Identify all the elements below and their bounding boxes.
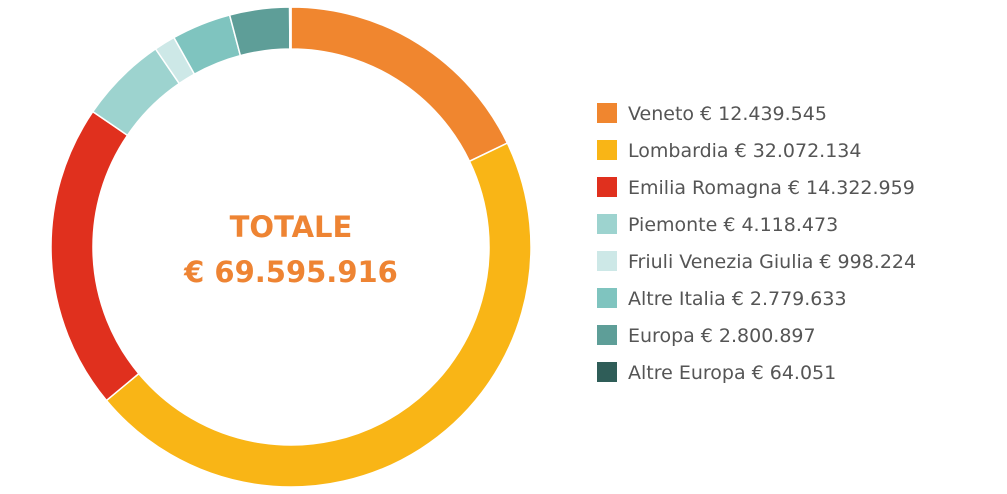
- legend-value: € 12.439.545: [700, 103, 827, 125]
- legend-category: Altre Europa: [628, 362, 746, 384]
- legend-label: Emilia Romagna € 14.322.959: [628, 177, 915, 199]
- legend-category: Emilia Romagna: [628, 177, 782, 199]
- legend-label: Piemonte € 4.118.473: [628, 214, 838, 236]
- legend-value: € 998.224: [819, 251, 916, 273]
- legend-swatch: [597, 251, 617, 271]
- slice: [228, 6, 291, 57]
- slice: [50, 110, 140, 402]
- legend-value: € 64.051: [752, 362, 837, 384]
- legend-value: € 2.779.633: [732, 288, 847, 310]
- legend-label: Altre Europa € 64.051: [628, 362, 836, 384]
- legend-label: Europa € 2.800.897: [628, 325, 816, 347]
- legend-category: Veneto: [628, 103, 694, 125]
- legend-swatch: [597, 103, 617, 123]
- legend-category: Altre Italia: [628, 288, 726, 310]
- center-total: € 69.595.916: [183, 255, 398, 289]
- legend-category: Lombardia: [628, 140, 729, 162]
- legend-category: Friuli Venezia Giulia: [628, 251, 813, 273]
- legend-value: € 14.322.959: [788, 177, 915, 199]
- legend-value: € 32.072.134: [735, 140, 862, 162]
- legend-category: Piemonte: [628, 214, 717, 236]
- legend-swatch: [597, 325, 617, 345]
- center-title: TOTALE: [230, 210, 353, 244]
- legend-label: Lombardia € 32.072.134: [628, 140, 861, 162]
- legend-label: Friuli Venezia Giulia € 998.224: [628, 251, 916, 273]
- legend-value: € 4.118.473: [723, 214, 838, 236]
- legend-value: € 2.800.897: [701, 325, 816, 347]
- legend-swatch: [597, 362, 617, 382]
- legend-label: Altre Italia € 2.779.633: [628, 288, 847, 310]
- slice: [105, 142, 532, 488]
- legend-swatch: [597, 177, 617, 197]
- legend-swatch: [597, 288, 617, 308]
- legend-swatch: [597, 214, 617, 234]
- legend-label: Veneto € 12.439.545: [628, 103, 827, 125]
- slice: [290, 6, 509, 163]
- slice: [288, 6, 292, 50]
- donut: [50, 6, 532, 488]
- legend-swatch: [597, 140, 617, 160]
- legend-category: Europa: [628, 325, 695, 347]
